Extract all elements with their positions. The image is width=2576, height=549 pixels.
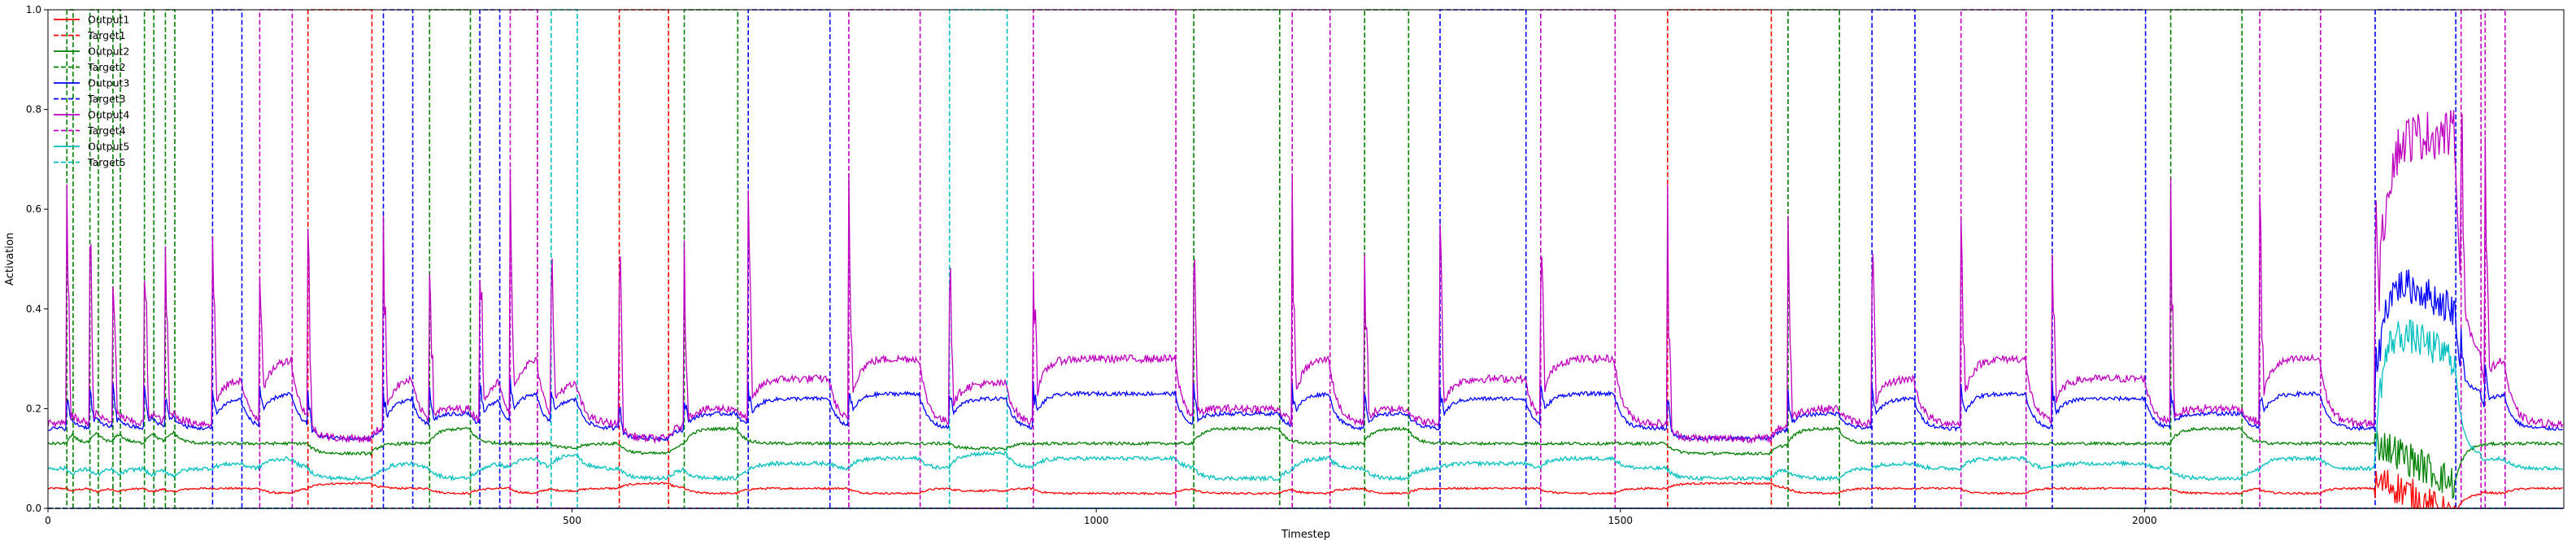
target3-line [48,9,2563,509]
y-tick-label: 0.0 [26,503,41,514]
y-axis-ticks: 0.0 0.2 0.4 0.6 0.8 1.0 [26,4,48,514]
x-tick-label: 1000 [1084,515,1109,526]
legend-entry: Target1 [87,29,126,41]
y-tick-label: 0.4 [26,303,41,315]
y-tick-label: 0.6 [26,203,41,215]
target-series-layer [48,9,2563,509]
output4-line [47,110,2564,445]
x-tick-label: 2000 [2132,515,2157,526]
legend-entry: Target2 [87,61,126,73]
legend-entry: Target3 [87,93,126,105]
y-axis-label: Activation [4,233,16,285]
output-series-layer [47,110,2564,509]
legend-entry: Output1 [88,14,129,26]
y-tick-label: 0.8 [26,104,41,115]
x-tick-label: 1500 [1608,515,1633,526]
plot-frame [47,9,2565,509]
output1-line [47,469,2564,509]
x-axis-ticks: 0 500 1000 1500 2000 [45,508,2157,526]
output3-line [47,269,2563,442]
y-tick-label: 0.2 [26,403,41,414]
legend-entry: Target4 [87,124,126,137]
y-tick-label: 1.0 [26,4,41,15]
target1-line [48,9,2563,509]
legend: Output1 Target1 Output2 Target2 Output3 Targe… [54,14,129,168]
legend-entry: Output5 [88,141,129,153]
legend-entry: Output3 [88,77,129,89]
x-axis-label: Timestep [1281,529,1330,541]
legend-entry: Target5 [87,156,126,168]
x-tick-label: 500 [563,515,581,526]
x-tick-label: 0 [45,515,51,526]
target2-line [48,9,2563,509]
legend-entry: Output2 [88,46,129,58]
legend-entry: Output4 [88,109,129,121]
output5-line [47,319,2564,482]
target4-line [48,9,2563,509]
output2-line [47,425,2564,499]
target5-line [48,9,2563,509]
